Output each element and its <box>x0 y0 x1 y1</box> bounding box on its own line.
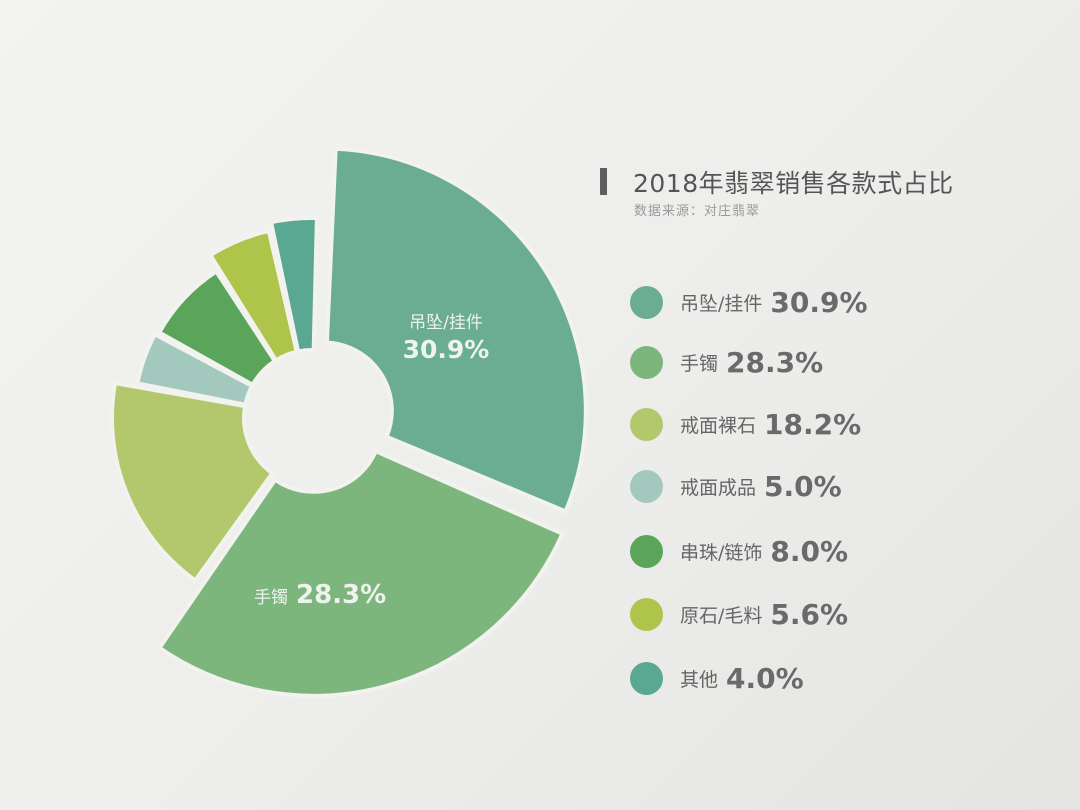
legend-swatch-icon <box>630 661 663 695</box>
legend-item: 吊坠/挂件 30.9% <box>630 282 868 322</box>
legend-value: 4.0% <box>726 661 804 695</box>
legend-value: 5.0% <box>764 469 842 503</box>
slice-label-pendant: 吊坠/挂件 30.9% <box>386 308 506 364</box>
pie-slice-4 <box>156 268 278 388</box>
legend-swatch-icon <box>630 469 663 503</box>
pie-slice-1 <box>156 448 566 698</box>
slice-label-bracelet-value: 28.3% <box>296 580 387 610</box>
legend-label: 串珠/链饰 <box>680 541 763 564</box>
title-accent-bar <box>600 168 607 195</box>
legend-item: 戒面成品 5.0% <box>630 466 842 506</box>
pie-slice-5 <box>207 228 300 364</box>
legend-label: 戒面成品 <box>680 476 757 499</box>
legend-item: 串珠/链饰 8.0% <box>630 531 848 571</box>
chart-title: 2018年翡翠销售各款式占比 <box>633 169 954 198</box>
slice-label-pendant-value: 30.9% <box>402 335 490 364</box>
legend-swatch-icon <box>630 285 663 319</box>
pie-slice-6 <box>268 216 319 354</box>
legend-value: 8.0% <box>770 534 849 568</box>
chart-source: 数据来源：对庄翡翠 <box>634 204 761 219</box>
legend-label: 戒面裸石 <box>680 414 757 437</box>
legend-item: 手镯 28.3% <box>630 342 823 382</box>
legend-label: 原石/毛料 <box>680 604 763 627</box>
legend-swatch-icon <box>630 345 663 379</box>
pie-slice-3 <box>135 331 255 408</box>
slice-label-bracelet: 手镯 28.3% <box>254 580 386 610</box>
legend-label: 其他 <box>680 668 719 691</box>
legend-swatch-icon <box>630 597 663 631</box>
donut-hole <box>246 352 378 484</box>
slice-label-bracelet-name: 手镯 <box>254 588 288 608</box>
pie-slice-0 <box>324 146 588 514</box>
legend-value: 5.6% <box>770 597 849 631</box>
legend-label: 手镯 <box>680 352 719 375</box>
slice-label-pendant-name: 吊坠/挂件 <box>409 313 483 333</box>
legend-item: 原石/毛料 5.6% <box>630 594 848 634</box>
legend-value: 28.3% <box>726 345 824 379</box>
legend-item: 其他 4.0% <box>630 658 804 698</box>
legend-value: 30.9% <box>770 285 868 319</box>
legend-value: 18.2% <box>764 407 862 441</box>
legend-swatch-icon <box>630 407 663 441</box>
legend-item: 戒面裸石 18.2% <box>630 404 861 444</box>
legend-label: 吊坠/挂件 <box>680 292 763 315</box>
legend-swatch-icon <box>630 534 663 568</box>
pie-slice-2 <box>110 380 276 584</box>
